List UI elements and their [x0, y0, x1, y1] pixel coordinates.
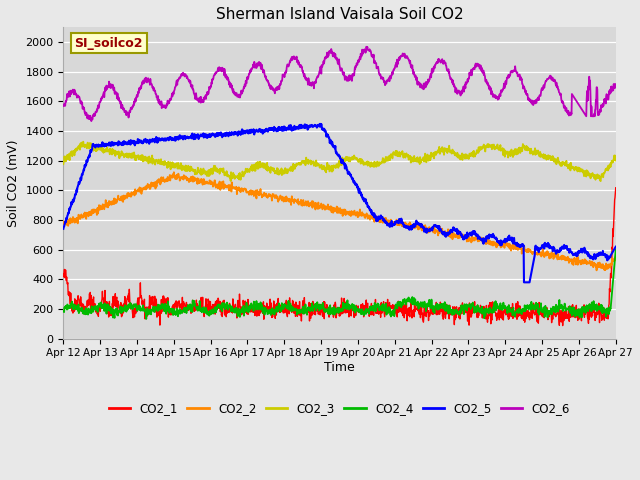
Text: SI_soilco2: SI_soilco2 [74, 36, 143, 49]
Y-axis label: Soil CO2 (mV): Soil CO2 (mV) [7, 139, 20, 227]
Legend: CO2_1, CO2_2, CO2_3, CO2_4, CO2_5, CO2_6: CO2_1, CO2_2, CO2_3, CO2_4, CO2_5, CO2_6 [104, 397, 575, 420]
X-axis label: Time: Time [324, 361, 355, 374]
Title: Sherman Island Vaisala Soil CO2: Sherman Island Vaisala Soil CO2 [216, 7, 463, 22]
